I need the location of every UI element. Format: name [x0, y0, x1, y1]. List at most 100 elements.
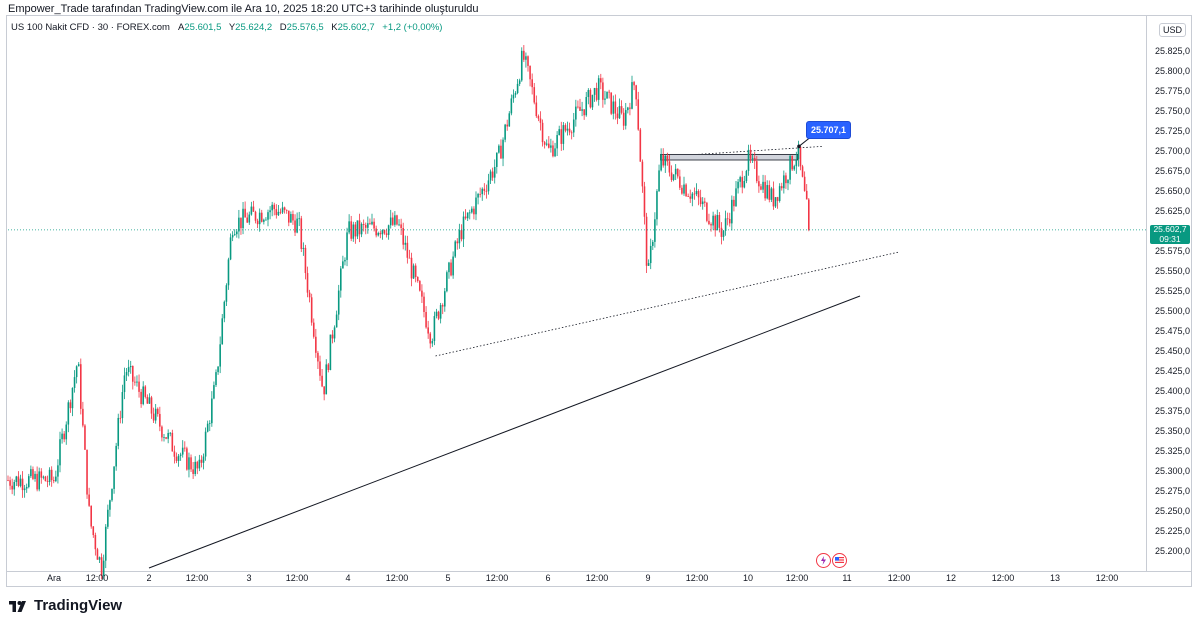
candle-body — [15, 476, 18, 482]
candle-body — [633, 82, 635, 86]
y-tick-label: 25.775,0 — [1155, 86, 1191, 96]
price-callout[interactable]: 25.707,1 — [806, 121, 851, 139]
candle-body — [489, 171, 492, 181]
candle-body — [350, 221, 352, 239]
candle-body — [323, 386, 325, 395]
candle-body — [747, 149, 750, 171]
symbol-name[interactable]: US 100 Nakit CFD · 30 · FOREX.com — [11, 22, 170, 33]
candle-body — [439, 305, 442, 319]
candle-body — [88, 494, 90, 506]
candle-body — [743, 180, 746, 188]
candle-body — [639, 129, 642, 162]
candle-body — [427, 327, 429, 334]
candle-body — [498, 145, 500, 153]
candle-body — [296, 218, 298, 233]
y-tick-label: 25.550,0 — [1155, 266, 1191, 276]
candle-body — [140, 391, 142, 405]
candle-body — [317, 352, 319, 362]
candle-body — [223, 301, 226, 319]
candle-body — [206, 423, 209, 432]
candle-body — [780, 186, 783, 189]
candle-body — [263, 219, 265, 222]
candle-body — [198, 459, 201, 469]
candle-body — [369, 223, 371, 225]
symbol-legend[interactable]: US 100 Nakit CFD · 30 · FOREX.com A25.60… — [11, 22, 442, 33]
candle-body — [448, 262, 450, 273]
candle-body — [412, 265, 415, 279]
tradingview-brand[interactable]: TradingView — [9, 597, 122, 614]
candle-body — [708, 220, 710, 225]
candle-body — [46, 481, 49, 482]
us-flag-event-icon[interactable] — [832, 553, 847, 568]
brand-name: TradingView — [34, 597, 123, 614]
candle-body — [606, 91, 608, 99]
candle-body — [421, 290, 423, 297]
candle-body — [510, 98, 513, 114]
candle-body — [367, 223, 369, 228]
candle-body — [208, 423, 211, 425]
candle-body — [610, 92, 612, 114]
y-tick-label: 25.675,0 — [1155, 166, 1191, 176]
candle-body — [672, 174, 675, 180]
currency-button[interactable]: USD — [1159, 23, 1187, 37]
candle-body — [177, 455, 180, 461]
candle-body — [329, 334, 332, 371]
candle-body — [221, 318, 224, 345]
high-value: 25.624,2 — [235, 22, 273, 33]
candle-body — [764, 181, 766, 199]
candle-body — [67, 402, 70, 425]
dotted-trendline-1 — [435, 251, 900, 357]
candle-body — [558, 129, 560, 136]
candle-body — [437, 311, 440, 319]
y-tick-label: 25.325,0 — [1155, 446, 1191, 456]
y-tick-label: 25.450,0 — [1155, 346, 1191, 356]
candle-body — [735, 188, 737, 207]
lightning-event-icon[interactable] — [816, 553, 831, 568]
candle-body — [435, 311, 438, 317]
chart-frame[interactable] — [6, 15, 1192, 587]
candle-body — [441, 305, 444, 307]
candle-body — [756, 161, 758, 182]
candle-body — [134, 381, 136, 383]
candle-body — [485, 190, 488, 192]
candle-body — [597, 78, 600, 100]
x-tick-label: 12 — [945, 573, 957, 583]
candle-body — [720, 227, 723, 237]
callout-anchor — [797, 144, 801, 149]
tradingview-logo-icon — [9, 599, 31, 613]
candle-body — [277, 211, 280, 216]
candle-body — [107, 509, 109, 527]
candle-body — [481, 188, 484, 195]
candle-body — [739, 177, 741, 182]
candle-body — [132, 366, 134, 382]
candle-body — [32, 469, 34, 479]
candle-body — [217, 366, 219, 373]
candle-body — [233, 234, 236, 236]
candle-body — [620, 106, 623, 113]
candle-body — [102, 560, 105, 576]
candle-body — [572, 119, 575, 133]
candle-body — [82, 408, 84, 426]
price-axis-separator — [1146, 15, 1147, 571]
candle-body — [585, 97, 588, 116]
candle-body — [714, 215, 716, 231]
candle-body — [279, 211, 282, 213]
candle-body — [568, 128, 571, 133]
x-tick-label: 4 — [345, 573, 351, 583]
candle-body — [267, 212, 269, 220]
candle-body — [583, 109, 585, 116]
candle-body — [354, 224, 357, 237]
candle-body — [387, 225, 390, 235]
x-tick-label: 6 — [545, 573, 551, 583]
candle-body — [758, 181, 760, 187]
candle-body — [433, 316, 436, 341]
candle-body — [55, 476, 57, 482]
candle-body — [265, 219, 267, 221]
candle-body — [252, 206, 255, 212]
candle-body — [254, 211, 257, 221]
candle-body — [227, 259, 230, 286]
candle-body — [483, 188, 486, 191]
candle-body — [331, 334, 334, 339]
candle-body — [362, 223, 365, 225]
